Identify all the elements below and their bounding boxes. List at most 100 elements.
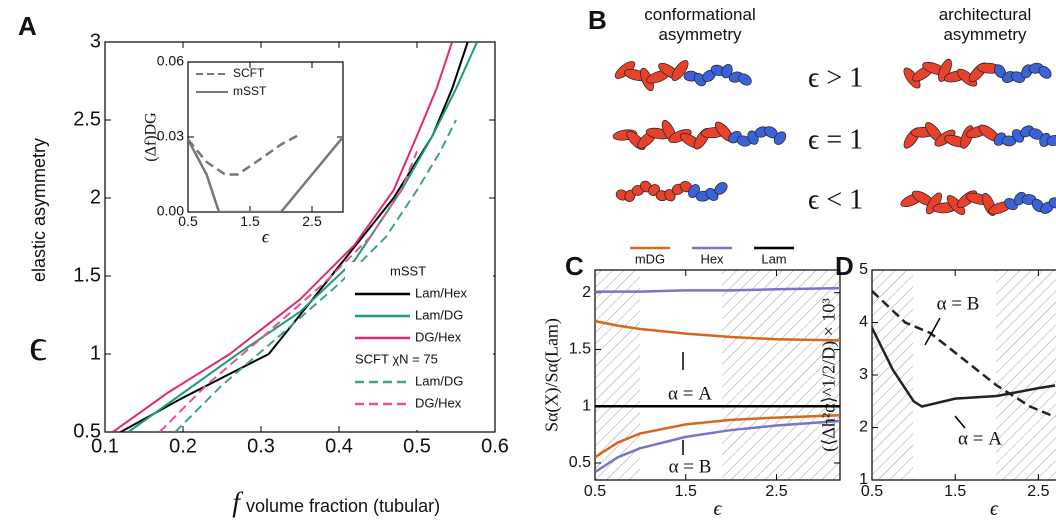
hatch-region <box>595 270 640 480</box>
y-tick-label: 1.5 <box>73 264 101 286</box>
x-tick-label: 1.5 <box>240 213 260 229</box>
y-tick-label: 3 <box>859 366 868 383</box>
axes-frame <box>594 269 841 481</box>
series-line <box>595 319 840 342</box>
panel-b-left-title: conformational asymmetry <box>644 5 756 44</box>
annotation: α = A <box>668 383 712 404</box>
series-line <box>158 150 418 432</box>
asymmetry-label: ϵ < 1 <box>808 184 863 215</box>
legend-header: SCFT χN = 75 <box>355 351 438 366</box>
legend-box <box>345 262 493 430</box>
y-tick-label: 1 <box>859 471 868 488</box>
legend-label: Lam <box>761 251 786 266</box>
legend-label: Lam/DG <box>415 373 463 388</box>
x-label: ϵ <box>262 227 270 247</box>
annotation: α = B <box>937 293 980 314</box>
annotation: α = A <box>958 428 1002 449</box>
y-tick-label: 2.5 <box>73 108 101 130</box>
y-tick-label: 1 <box>90 342 101 364</box>
x-tick-label: 0.5 <box>403 435 431 457</box>
x-tick-label: 0.2 <box>169 435 197 457</box>
x-tick-label: 0.5 <box>861 483 883 500</box>
legend-label: Lam/Hex <box>415 285 468 300</box>
series-line <box>595 414 840 459</box>
panel-label: C <box>565 251 584 281</box>
series-line <box>872 327 1056 408</box>
x-tick-label: 1.5 <box>675 483 697 500</box>
legend-label: Hex <box>700 251 724 266</box>
y-tick-label: 0.5 <box>73 420 101 442</box>
hatch-region <box>722 270 840 480</box>
y-symbol: ϵ <box>29 321 47 370</box>
bead <box>671 59 689 81</box>
bead <box>938 58 952 82</box>
legend-label: Lam/DG <box>415 307 463 322</box>
chains <box>612 58 1056 217</box>
x-tick-label: 0.1 <box>91 435 119 457</box>
x-tick-label: 0.6 <box>481 435 509 457</box>
y-tick-label: 0.5 <box>569 454 591 471</box>
y-tick-label: 1 <box>582 397 591 414</box>
y-tick-label: 0.03 <box>157 128 184 144</box>
y-tick-label: 4 <box>859 314 868 331</box>
legend-label: mSST <box>233 84 267 98</box>
y-tick-label: 3 <box>90 30 101 52</box>
series-line <box>595 419 840 474</box>
panel-b-right-title: architectural asymmetry <box>939 5 1032 44</box>
series-line <box>595 286 840 293</box>
x-tick-label: 0.3 <box>247 435 275 457</box>
asymmetry-label: ϵ > 1 <box>808 62 863 93</box>
x-symbol: f <box>232 487 243 518</box>
x-tick-label: 2.5 <box>1027 483 1049 500</box>
annotation-arrow <box>924 317 941 346</box>
series-line <box>120 42 469 432</box>
y-label: Sα(X)/Sα(Lam) <box>542 318 563 432</box>
y-tick-label: 0.00 <box>157 203 184 219</box>
series-line <box>112 42 454 432</box>
x-tick-label: 1.5 <box>944 483 966 500</box>
y-tick-label: 2 <box>90 186 101 208</box>
bead <box>721 64 733 79</box>
x-tick-label: 0.5 <box>584 483 606 500</box>
bead <box>738 73 752 86</box>
series-line <box>127 42 478 432</box>
y-tick-label: 1.5 <box>569 341 591 358</box>
y-label: (⟨Δh²α⟩^1/2/D) × 10³ <box>819 298 840 452</box>
series-line <box>872 290 1056 419</box>
x-label: ϵ <box>713 498 722 520</box>
series-line <box>188 133 301 176</box>
y-tick-label: 2 <box>859 419 868 436</box>
axes-frame <box>104 41 496 433</box>
panel-label: A <box>18 11 37 41</box>
x-tick-label: 2.5 <box>302 213 322 229</box>
legend-label: mDG <box>635 251 665 266</box>
bead <box>1046 134 1056 146</box>
annotation: α = B <box>669 456 712 477</box>
bead <box>714 182 728 195</box>
x-tick-label: 0.5 <box>178 213 198 229</box>
annotation-arrow <box>954 415 966 429</box>
bead <box>1048 197 1056 209</box>
series-line <box>174 119 457 432</box>
hatch-region <box>996 270 1056 480</box>
bead <box>773 131 787 145</box>
y-label: elastic asymmetry <box>29 138 49 282</box>
x-tick-label: 0.4 <box>325 435 353 457</box>
x-label: ϵ <box>990 498 999 520</box>
y-tick-label: 5 <box>859 261 868 278</box>
y-tick-label: 0.06 <box>157 53 184 69</box>
hatch-region <box>872 270 913 480</box>
legend-label: SCFT <box>233 66 265 80</box>
x-tick-label: 2.5 <box>765 483 787 500</box>
legend-label: DG/Hex <box>415 329 462 344</box>
legend-label: DG/Hex <box>415 395 462 410</box>
asymmetry-label: ϵ = 1 <box>808 124 863 155</box>
bead <box>1038 65 1052 79</box>
series-line <box>188 136 343 212</box>
panel-label: D <box>835 251 854 281</box>
inset-bg <box>188 62 343 212</box>
x-label: volume fraction (tubular) <box>246 496 440 516</box>
y-label: (Δf)DG <box>142 112 159 162</box>
y-tick-label: 2 <box>582 284 591 301</box>
